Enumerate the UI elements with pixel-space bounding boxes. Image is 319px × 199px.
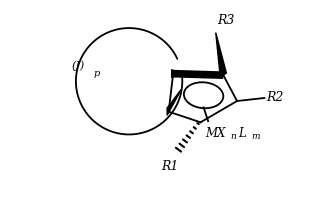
Text: MX: MX (205, 127, 226, 139)
Text: m: m (251, 132, 260, 141)
Text: n: n (230, 132, 236, 141)
Text: L: L (239, 127, 246, 139)
Text: R2: R2 (266, 92, 283, 104)
Text: p: p (93, 69, 100, 78)
Polygon shape (216, 33, 226, 77)
Polygon shape (167, 89, 182, 115)
Text: R3: R3 (217, 15, 235, 27)
Text: (J): (J) (71, 61, 85, 71)
Text: R1: R1 (161, 160, 179, 173)
Polygon shape (172, 70, 182, 78)
